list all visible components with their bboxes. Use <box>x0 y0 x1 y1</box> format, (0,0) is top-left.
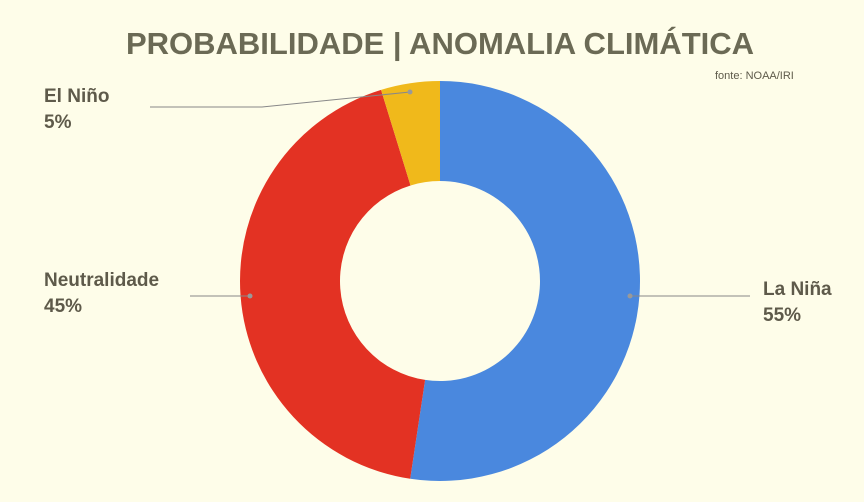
slice-label: La Niña <box>763 279 832 300</box>
slice-label: Neutralidade <box>44 270 159 291</box>
donut-slice <box>381 81 440 186</box>
leader-line <box>150 91 411 108</box>
leader-dot <box>627 293 633 299</box>
chart-title: PROBABILIDADE | ANOMALIA CLIMÁTICA <box>126 26 754 61</box>
donut-slice <box>239 89 426 479</box>
leader-dot <box>247 293 253 299</box>
slice-label: El Niño <box>44 86 109 107</box>
value-label: 5% <box>44 112 72 133</box>
donut-slice <box>410 81 640 481</box>
value-label: 55% <box>763 305 801 326</box>
value-label: 45% <box>44 296 82 317</box>
chart-subtitle: fonte: NOAA/IRI <box>715 70 794 82</box>
leader-dot <box>407 89 413 95</box>
